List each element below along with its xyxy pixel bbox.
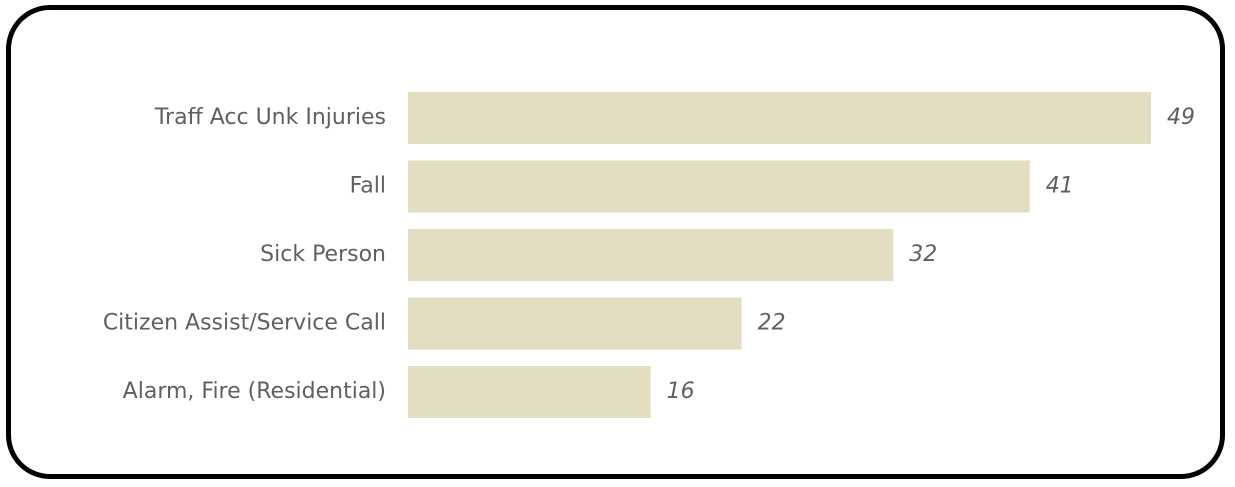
category-label: Alarm, Fire (Residential): [123, 379, 386, 404]
value-label: 41: [1046, 174, 1074, 199]
bar: [408, 297, 742, 350]
category-label: Traff Acc Unk Injuries: [154, 105, 386, 130]
value-label: 32: [909, 242, 937, 267]
category-labels-group: Traff Acc Unk Injuries Fall Sick Person Cit…: [103, 105, 386, 404]
bars-group: [408, 92, 1151, 418]
value-labels-group: 49 41 32 22 16: [667, 105, 1195, 404]
category-label: Fall: [350, 174, 386, 199]
category-label: Citizen Assist/Service Call: [103, 311, 386, 336]
bar: [408, 229, 894, 281]
value-label: 49: [1167, 105, 1195, 130]
value-label: 22: [758, 311, 786, 336]
bar: [408, 160, 1030, 213]
category-label: Sick Person: [260, 242, 386, 267]
bar: [408, 366, 651, 418]
bar: [408, 92, 1151, 144]
value-label: 16: [667, 379, 695, 404]
